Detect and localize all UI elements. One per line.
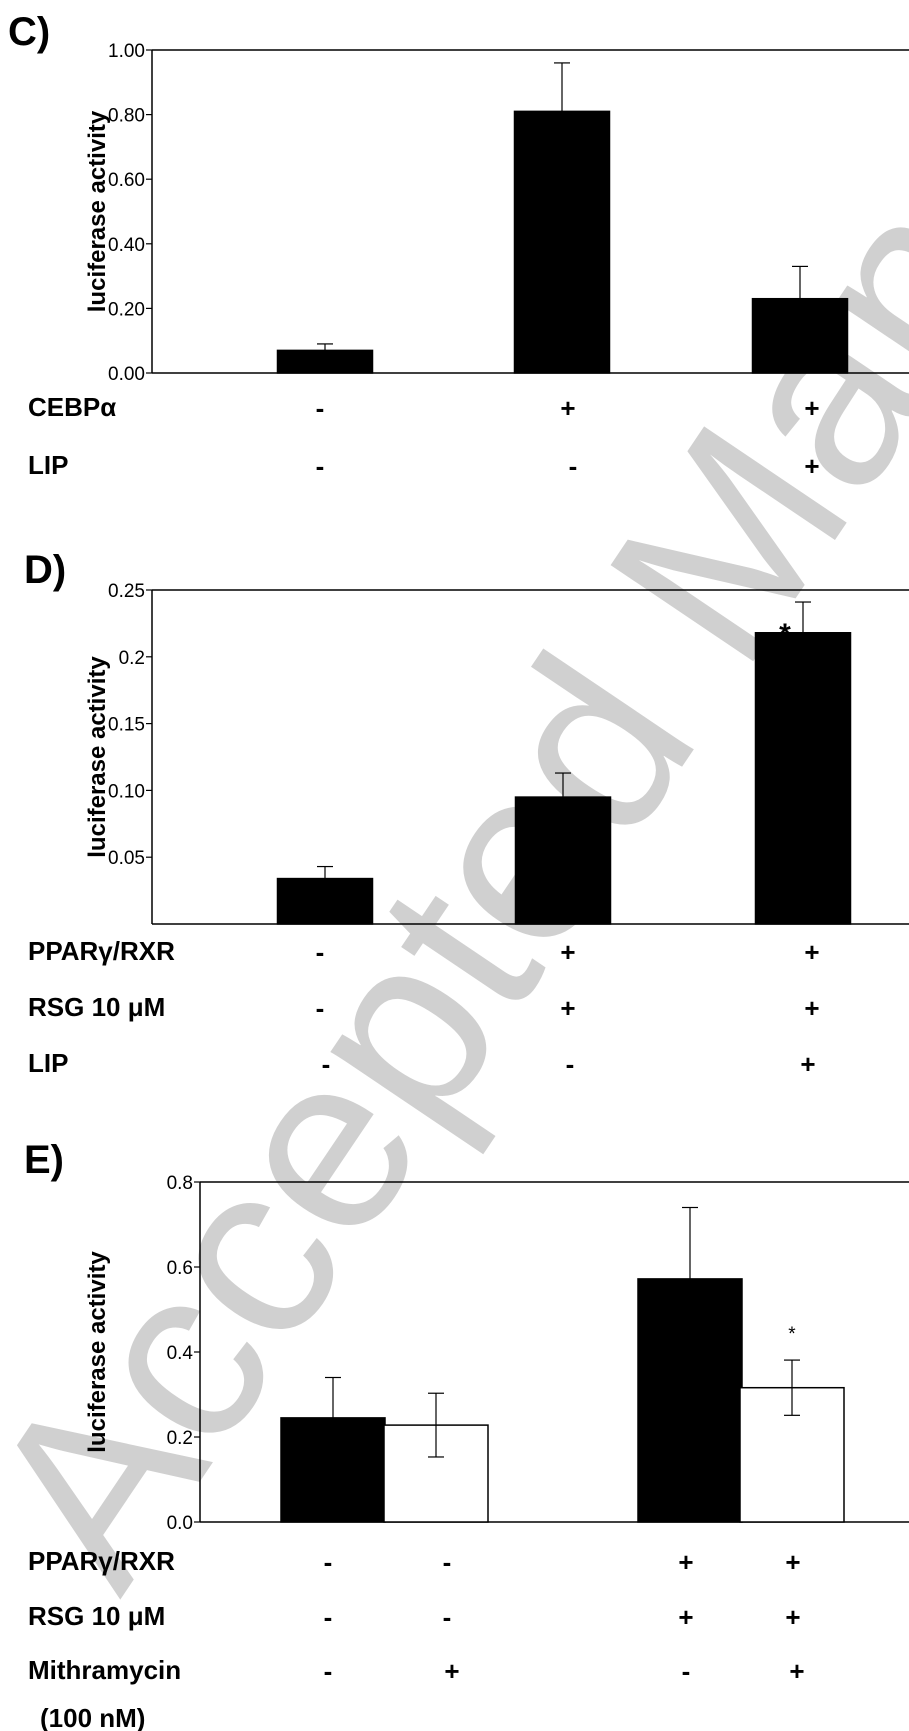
condition-sign: - [324, 1656, 333, 1686]
condition-label: LIP [28, 1048, 68, 1078]
condition-sign: + [785, 1547, 800, 1577]
bar [513, 110, 611, 374]
y-tick-label: 0.60 [108, 170, 145, 191]
y-axis-label: luciferase activity [84, 1251, 111, 1453]
y-tick-label: 0.2 [119, 648, 145, 669]
condition-label: Mithramycin [28, 1655, 181, 1685]
condition-sign: - [443, 1602, 452, 1632]
y-tick-label: 0.0 [167, 1513, 193, 1534]
condition-label: RSG 10 μM [28, 992, 165, 1022]
y-tick-label: 0.40 [108, 235, 145, 256]
chart-panel-3: E) 0.0 0.2 0.4 0.6 0.8 luciferase activity * PPA… [24, 1138, 909, 1731]
bar [637, 1278, 743, 1523]
condition-sign: + [789, 1656, 804, 1686]
condition-sign: - [569, 451, 578, 481]
chart-panel-2: D) 0.05 0.10 0.15 0.2 0.25 luciferase activity… [24, 548, 909, 1079]
condition-label: LIP [28, 450, 68, 480]
condition-sign: + [678, 1547, 693, 1577]
bar [280, 1417, 386, 1523]
condition-sign: + [804, 937, 819, 967]
condition-label: PPARγ/RXR [28, 936, 175, 966]
chart-panel-1: C) 0.00 0.20 0.40 0.60 0.80 1.00 luciferase act… [8, 10, 909, 481]
y-tick-label: 1.00 [108, 41, 145, 62]
bar [514, 796, 612, 925]
bar [383, 1424, 489, 1523]
panel-title: C) [8, 10, 50, 54]
condition-sign: + [804, 993, 819, 1023]
y-tick-label: 0.05 [108, 848, 145, 869]
y-tick-label: 0.20 [108, 299, 145, 320]
bar [276, 349, 374, 374]
y-tick-label: 0.25 [108, 581, 145, 602]
condition-label: RSG 10 μM [28, 1601, 165, 1631]
y-tick-label: 0.00 [108, 364, 145, 385]
significance-marker: * [779, 618, 791, 651]
condition-sign: + [804, 393, 819, 423]
significance-marker: * [788, 1324, 796, 1345]
condition-sign: - [316, 937, 325, 967]
condition-sign: + [785, 1602, 800, 1632]
y-tick-label: 0.80 [108, 106, 145, 127]
condition-sign: - [566, 1049, 575, 1079]
condition-sign: + [560, 937, 575, 967]
condition-sign: - [322, 1049, 331, 1079]
y-axis-label: luciferase activity [84, 110, 111, 312]
condition-sign: + [800, 1049, 815, 1079]
condition-sign: - [324, 1547, 333, 1577]
condition-label: (100 nM) [40, 1703, 145, 1731]
condition-label: CEBPα [28, 392, 116, 422]
condition-sign: - [316, 451, 325, 481]
condition-sign: - [443, 1547, 452, 1577]
condition-sign: - [316, 993, 325, 1023]
y-tick-label: 0.10 [108, 781, 145, 802]
y-tick-label: 0.6 [167, 1258, 193, 1279]
condition-sign: + [560, 393, 575, 423]
bar [276, 877, 374, 925]
condition-sign: + [560, 993, 575, 1023]
y-tick-label: 0.2 [167, 1428, 193, 1449]
condition-sign: - [324, 1602, 333, 1632]
panel-title: E) [24, 1138, 64, 1182]
bar [751, 297, 849, 374]
panel-title: D) [24, 548, 66, 592]
condition-sign: + [678, 1602, 693, 1632]
y-tick-label: 0.4 [167, 1343, 194, 1364]
condition-sign: + [444, 1656, 459, 1686]
condition-label: PPARγ/RXR [28, 1546, 175, 1576]
y-axis-label: luciferase activity [84, 656, 111, 858]
y-tick-label: 0.15 [108, 715, 145, 736]
bar [754, 632, 852, 925]
condition-sign: - [316, 393, 325, 423]
y-tick-label: 0.8 [167, 1173, 193, 1194]
condition-sign: + [804, 451, 819, 481]
condition-sign: - [682, 1656, 691, 1686]
